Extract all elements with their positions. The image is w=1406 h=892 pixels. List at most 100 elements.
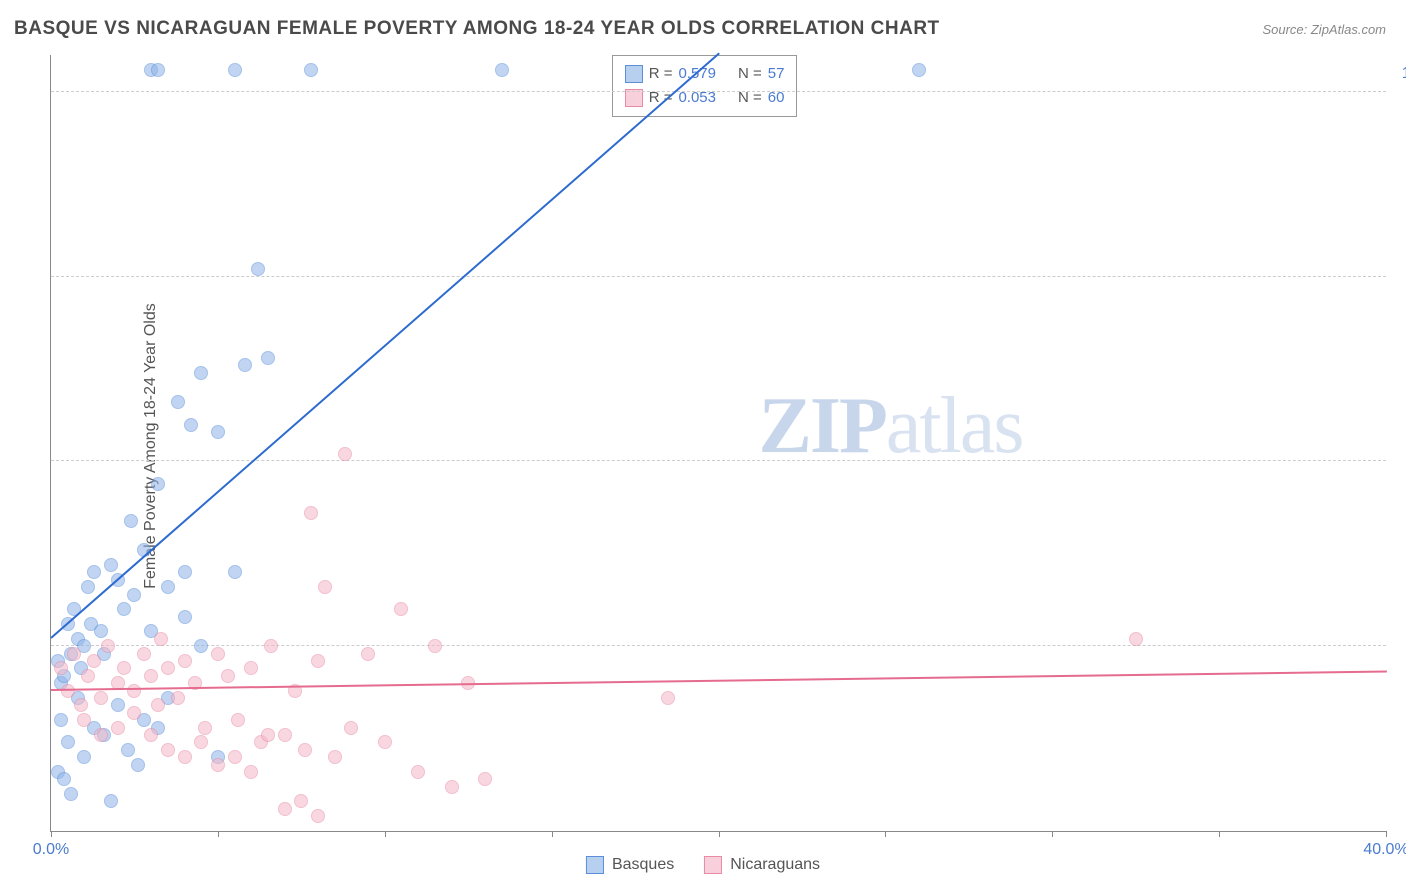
legend-swatch-pink	[704, 856, 722, 874]
data-point-blue	[228, 63, 242, 77]
data-point-blue	[228, 565, 242, 579]
data-point-pink	[171, 691, 185, 705]
data-point-pink	[81, 669, 95, 683]
data-point-pink	[144, 728, 158, 742]
x-tick-mark	[1386, 831, 1387, 837]
legend-n-label: N =	[738, 86, 762, 110]
x-tick-mark	[1052, 831, 1053, 837]
legend-item-label: Nicaraguans	[730, 856, 820, 874]
data-point-pink	[231, 713, 245, 727]
data-point-pink	[194, 735, 208, 749]
data-point-pink	[298, 743, 312, 757]
data-point-pink	[77, 713, 91, 727]
data-point-blue	[57, 772, 71, 786]
data-point-blue	[151, 477, 165, 491]
grid-line	[51, 645, 1386, 646]
data-point-pink	[111, 721, 125, 735]
data-point-pink	[74, 698, 88, 712]
data-point-blue	[912, 63, 926, 77]
data-point-pink	[127, 684, 141, 698]
data-point-pink	[361, 647, 375, 661]
data-point-blue	[178, 610, 192, 624]
data-point-pink	[87, 654, 101, 668]
data-point-blue	[211, 425, 225, 439]
legend-item-pink: Nicaraguans	[704, 856, 820, 874]
data-point-blue	[111, 698, 125, 712]
data-point-blue	[77, 750, 91, 764]
data-point-pink	[67, 647, 81, 661]
data-point-pink	[394, 602, 408, 616]
data-point-pink	[244, 765, 258, 779]
data-point-pink	[198, 721, 212, 735]
data-point-blue	[251, 262, 265, 276]
data-point-pink	[661, 691, 675, 705]
data-point-pink	[54, 661, 68, 675]
data-point-blue	[54, 713, 68, 727]
data-point-pink	[228, 750, 242, 764]
data-point-pink	[445, 780, 459, 794]
watermark-atlas: atlas	[886, 382, 1023, 470]
legend-row-pink: R =0.053N =60	[625, 86, 785, 110]
data-point-blue	[261, 351, 275, 365]
data-point-pink	[344, 721, 358, 735]
grid-line	[51, 276, 1386, 277]
data-point-pink	[428, 639, 442, 653]
data-point-blue	[127, 588, 141, 602]
y-tick-label: 50.0%	[1396, 434, 1406, 452]
y-tick-label: 75.0%	[1396, 250, 1406, 268]
data-point-pink	[154, 632, 168, 646]
data-point-blue	[117, 602, 131, 616]
data-point-blue	[184, 418, 198, 432]
data-point-blue	[171, 395, 185, 409]
data-point-pink	[338, 447, 352, 461]
data-point-pink	[478, 772, 492, 786]
x-tick-mark	[885, 831, 886, 837]
data-point-blue	[495, 63, 509, 77]
data-point-pink	[261, 728, 275, 742]
data-point-pink	[221, 669, 235, 683]
legend-n-label: N =	[738, 62, 762, 86]
x-tick-mark	[385, 831, 386, 837]
data-point-blue	[131, 758, 145, 772]
data-point-blue	[124, 514, 138, 528]
data-point-blue	[151, 63, 165, 77]
legend-n-value: 60	[768, 86, 785, 110]
data-point-pink	[161, 743, 175, 757]
data-point-pink	[411, 765, 425, 779]
data-point-blue	[161, 580, 175, 594]
data-point-pink	[378, 735, 392, 749]
data-point-pink	[161, 661, 175, 675]
data-point-pink	[144, 669, 158, 683]
data-point-pink	[178, 654, 192, 668]
data-point-pink	[117, 661, 131, 675]
data-point-pink	[328, 750, 342, 764]
data-point-pink	[311, 654, 325, 668]
x-tick-mark	[51, 831, 52, 837]
data-point-blue	[121, 743, 135, 757]
x-tick-mark	[719, 831, 720, 837]
data-point-blue	[194, 639, 208, 653]
data-point-blue	[64, 787, 78, 801]
legend-r-value: 0.053	[678, 86, 716, 110]
data-point-blue	[94, 624, 108, 638]
x-tick-mark	[552, 831, 553, 837]
data-point-blue	[304, 63, 318, 77]
data-point-blue	[104, 794, 118, 808]
data-point-pink	[244, 661, 258, 675]
data-point-pink	[94, 728, 108, 742]
grid-line	[51, 91, 1386, 92]
x-tick-mark	[218, 831, 219, 837]
trend-line-blue	[50, 53, 719, 639]
y-tick-label: 100.0%	[1396, 65, 1406, 83]
data-point-pink	[294, 794, 308, 808]
data-point-blue	[178, 565, 192, 579]
legend-swatch-blue	[586, 856, 604, 874]
data-point-blue	[61, 735, 75, 749]
data-point-pink	[304, 506, 318, 520]
series-legend: BasquesNicaraguans	[586, 856, 820, 874]
data-point-pink	[318, 580, 332, 594]
y-tick-label: 25.0%	[1396, 619, 1406, 637]
data-point-blue	[194, 366, 208, 380]
data-point-pink	[101, 639, 115, 653]
source-label: Source: ZipAtlas.com	[1262, 22, 1386, 37]
